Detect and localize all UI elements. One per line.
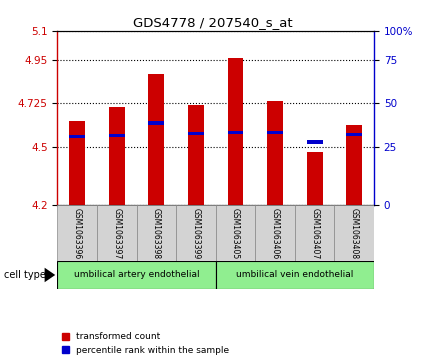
Legend: transformed count, percentile rank within the sample: transformed count, percentile rank withi… xyxy=(62,333,230,355)
Text: umbilical vein endothelial: umbilical vein endothelial xyxy=(236,270,354,280)
Bar xyxy=(69,121,85,205)
Bar xyxy=(267,101,283,205)
Text: GSM1063408: GSM1063408 xyxy=(350,208,359,259)
Bar xyxy=(295,205,334,261)
Bar xyxy=(307,152,323,205)
Text: GSM1063406: GSM1063406 xyxy=(271,208,280,259)
Bar xyxy=(346,133,362,136)
Text: cell type: cell type xyxy=(4,270,46,280)
Text: GSM1063398: GSM1063398 xyxy=(152,208,161,259)
Bar xyxy=(109,107,125,205)
Text: GSM1063407: GSM1063407 xyxy=(310,208,319,259)
Bar xyxy=(148,121,164,125)
Bar xyxy=(109,134,125,137)
Text: GSM1063396: GSM1063396 xyxy=(73,208,82,259)
Bar xyxy=(136,205,176,261)
Bar xyxy=(227,131,244,134)
Text: GSM1063399: GSM1063399 xyxy=(191,208,201,259)
Bar xyxy=(69,135,85,138)
Bar xyxy=(227,58,244,205)
Bar xyxy=(57,205,97,261)
Text: umbilical artery endothelial: umbilical artery endothelial xyxy=(74,270,199,280)
Bar xyxy=(148,74,164,205)
Text: GSM1063397: GSM1063397 xyxy=(112,208,121,259)
Bar xyxy=(334,205,374,261)
Bar xyxy=(307,140,323,144)
Bar xyxy=(97,205,136,261)
Bar xyxy=(255,205,295,261)
Bar xyxy=(57,261,215,289)
Bar xyxy=(188,132,204,135)
Bar xyxy=(267,131,283,134)
Bar xyxy=(176,205,215,261)
Text: GSM1063405: GSM1063405 xyxy=(231,208,240,259)
Text: GDS4778 / 207540_s_at: GDS4778 / 207540_s_at xyxy=(133,16,292,29)
Bar xyxy=(215,261,374,289)
Bar xyxy=(188,105,204,205)
Bar xyxy=(346,125,362,205)
Bar xyxy=(215,205,255,261)
